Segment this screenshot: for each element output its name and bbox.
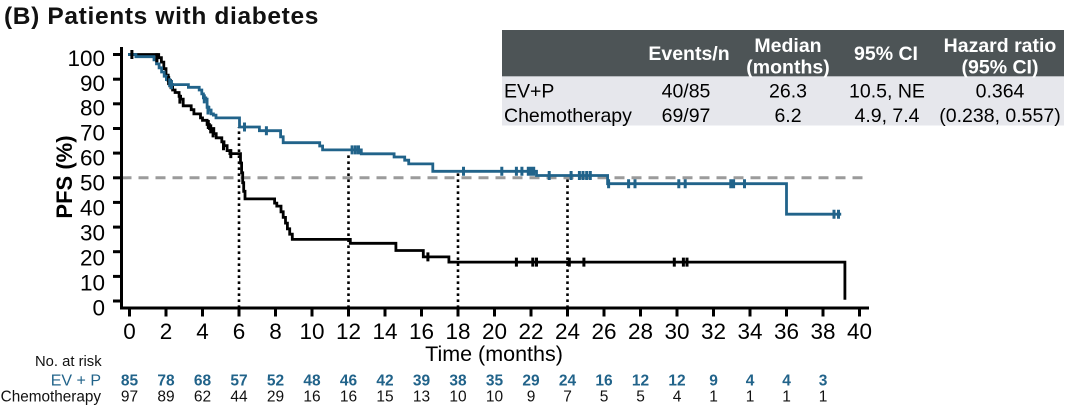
svg-text:28: 28 — [628, 319, 653, 344]
svg-text:0.364: 0.364 — [976, 81, 1025, 103]
svg-text:PFS (%): PFS (%) — [52, 135, 77, 218]
svg-text:5: 5 — [600, 389, 609, 406]
svg-text:26.3: 26.3 — [769, 81, 807, 103]
svg-text:10.5, NE: 10.5, NE — [849, 81, 925, 103]
svg-text:1: 1 — [746, 389, 755, 406]
svg-text:38: 38 — [449, 373, 467, 390]
svg-text:13: 13 — [413, 389, 430, 406]
svg-text:97: 97 — [121, 389, 138, 406]
svg-text:7: 7 — [563, 389, 572, 406]
svg-text:34: 34 — [737, 319, 762, 344]
svg-text:70: 70 — [80, 121, 105, 146]
svg-text:2: 2 — [160, 319, 173, 344]
svg-text:5: 5 — [636, 389, 645, 406]
svg-text:16: 16 — [303, 389, 320, 406]
svg-text:Time (months): Time (months) — [425, 342, 563, 366]
svg-text:62: 62 — [194, 389, 211, 406]
svg-text:6: 6 — [233, 319, 246, 344]
svg-text:16: 16 — [340, 389, 357, 406]
svg-text:69/97: 69/97 — [662, 105, 711, 127]
svg-text:1: 1 — [782, 389, 791, 406]
svg-text:68: 68 — [194, 373, 212, 390]
svg-text:0: 0 — [123, 319, 136, 344]
svg-text:1: 1 — [819, 389, 828, 406]
svg-text:78: 78 — [157, 373, 175, 390]
svg-text:4: 4 — [196, 319, 209, 344]
svg-text:15: 15 — [376, 389, 393, 406]
svg-text:89: 89 — [157, 389, 174, 406]
svg-text:36: 36 — [774, 319, 799, 344]
svg-text:Chemotherapy: Chemotherapy — [1, 389, 102, 406]
svg-text:4: 4 — [673, 389, 682, 406]
svg-text:10: 10 — [449, 389, 467, 406]
svg-text:22: 22 — [518, 319, 543, 344]
svg-text:18: 18 — [445, 319, 470, 344]
svg-text:8: 8 — [269, 319, 282, 344]
svg-text:40: 40 — [847, 319, 872, 344]
svg-text:24: 24 — [559, 373, 577, 390]
svg-text:9: 9 — [527, 389, 536, 406]
svg-text:14: 14 — [372, 319, 397, 344]
svg-text:(0.238, 0.557): (0.238, 0.557) — [939, 105, 1060, 127]
svg-text:12: 12 — [632, 373, 649, 390]
svg-text:16: 16 — [409, 319, 434, 344]
svg-text:39: 39 — [413, 373, 431, 390]
svg-text:9: 9 — [709, 373, 718, 390]
svg-text:29: 29 — [522, 373, 540, 390]
svg-text:(months): (months) — [746, 57, 829, 79]
svg-text:40/85: 40/85 — [662, 81, 711, 103]
svg-text:4: 4 — [746, 373, 755, 390]
svg-text:32: 32 — [701, 319, 726, 344]
svg-text:29: 29 — [267, 389, 284, 406]
svg-text:38: 38 — [810, 319, 835, 344]
svg-text:44: 44 — [230, 389, 248, 406]
svg-text:95% CI: 95% CI — [854, 43, 918, 65]
svg-text:100: 100 — [67, 46, 105, 71]
svg-text:4: 4 — [782, 373, 791, 390]
svg-text:57: 57 — [230, 373, 247, 390]
svg-text:Events/n: Events/n — [648, 43, 729, 65]
svg-text:3: 3 — [819, 373, 828, 390]
svg-text:30: 30 — [80, 220, 105, 245]
svg-text:90: 90 — [80, 71, 105, 96]
svg-text:12: 12 — [668, 373, 685, 390]
svg-text:46: 46 — [340, 373, 358, 390]
svg-text:6.2: 6.2 — [774, 105, 801, 127]
svg-text:1: 1 — [709, 389, 718, 406]
svg-text:(B) Patients with diabetes: (B) Patients with diabetes — [4, 3, 319, 30]
svg-text:80: 80 — [80, 96, 105, 121]
svg-text:30: 30 — [664, 319, 689, 344]
svg-text:Median: Median — [754, 35, 821, 57]
svg-text:26: 26 — [591, 319, 616, 344]
svg-text:20: 20 — [80, 245, 105, 270]
svg-text:No. at risk: No. at risk — [35, 354, 102, 370]
svg-text:40: 40 — [80, 196, 105, 221]
svg-text:35: 35 — [486, 373, 504, 390]
svg-text:20: 20 — [482, 319, 507, 344]
svg-text:10: 10 — [80, 270, 105, 295]
svg-text:85: 85 — [121, 373, 139, 390]
svg-text:24: 24 — [555, 319, 580, 344]
svg-text:10: 10 — [299, 319, 324, 344]
svg-text:10: 10 — [486, 389, 504, 406]
svg-text:16: 16 — [595, 373, 613, 390]
svg-text:4.9, 7.4: 4.9, 7.4 — [854, 105, 919, 127]
svg-text:60: 60 — [80, 146, 105, 171]
svg-text:42: 42 — [376, 373, 393, 390]
svg-text:48: 48 — [303, 373, 321, 390]
svg-text:(95% CI): (95% CI) — [962, 57, 1039, 79]
svg-text:Chemotherapy: Chemotherapy — [504, 105, 632, 127]
svg-text:12: 12 — [336, 319, 361, 344]
svg-text:50: 50 — [80, 171, 105, 196]
svg-text:EV + P: EV + P — [51, 373, 101, 390]
svg-text:52: 52 — [267, 373, 284, 390]
svg-text:EV+P: EV+P — [504, 81, 554, 103]
svg-text:0: 0 — [92, 295, 105, 320]
svg-text:Hazard ratio: Hazard ratio — [944, 35, 1057, 57]
